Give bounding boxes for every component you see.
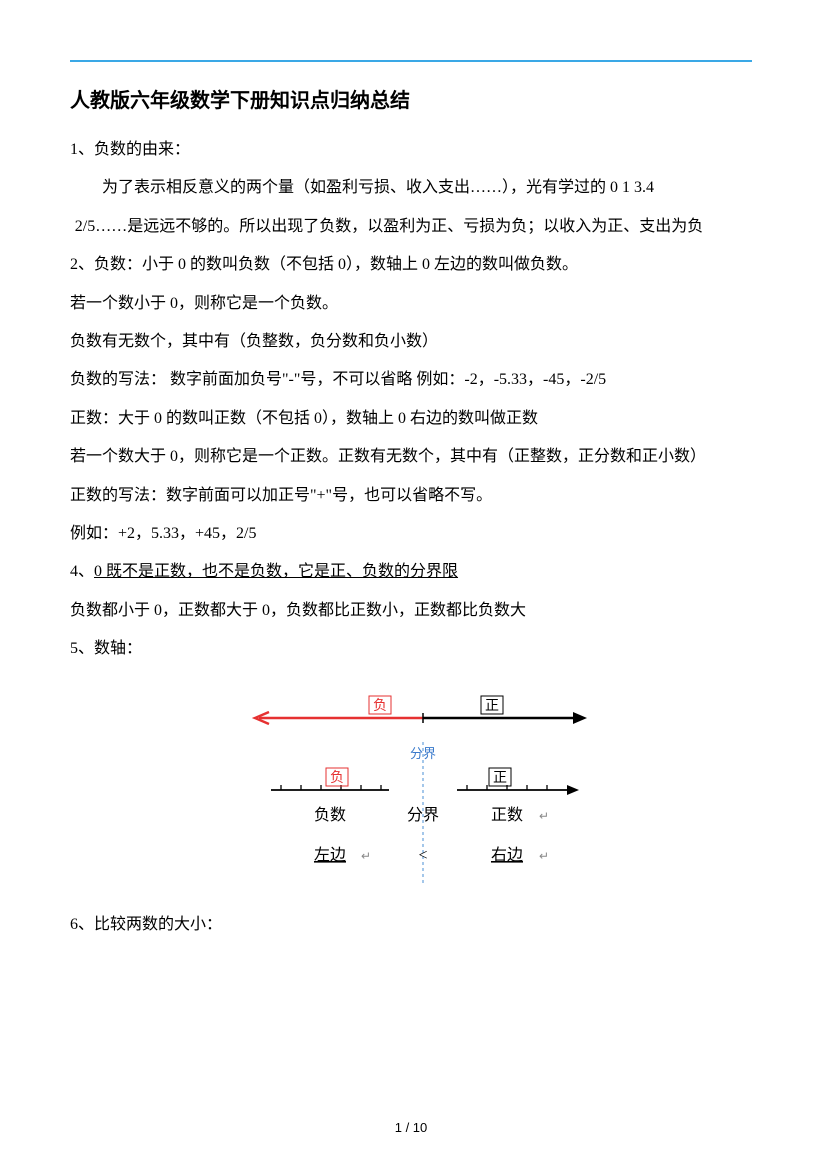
section-1-line1: 为了表示相反意义的两个量（如盈利亏损、收入支出……），光有学过的 0 1 3.4 xyxy=(70,169,752,207)
section-1-heading: 1、负数的由来： xyxy=(70,131,752,169)
section-2-line3: 负数有无数个，其中有（负整数，负分数和负小数） xyxy=(70,323,752,361)
section-2-line7: 正数的写法：数字前面可以加正号"+"号，也可以省略不写。 xyxy=(70,477,752,515)
svg-text:负: 负 xyxy=(330,770,344,786)
svg-text:↵: ↵ xyxy=(361,849,371,863)
svg-text:↵: ↵ xyxy=(539,849,549,863)
section-4-line1: 4、0 既不是正数，也不是负数，它是正、负数的分界限 xyxy=(70,553,752,591)
page-number: 1 / 10 xyxy=(0,1120,822,1135)
svg-text:负: 负 xyxy=(373,698,387,714)
svg-text:正: 正 xyxy=(485,699,499,714)
svg-text:负数: 负数 xyxy=(314,806,346,824)
header-rule xyxy=(70,60,752,62)
svg-text:<: < xyxy=(418,847,427,864)
section-1-line2: 2/5……是远远不够的。所以出现了负数，以盈利为正、亏损为负；以收入为正、支出为… xyxy=(70,208,752,246)
section-2-line5: 正数：大于 0 的数叫正数（不包括 0），数轴上 0 右边的数叫做正数 xyxy=(70,400,752,438)
svg-text:分界: 分界 xyxy=(410,746,436,761)
document-title: 人教版六年级数学下册知识点归纳总结 xyxy=(70,84,752,113)
section-4-line2: 负数都小于 0，正数都大于 0，负数都比正数小，正数都比负数大 xyxy=(70,592,752,630)
svg-text:正: 正 xyxy=(493,771,507,786)
svg-text:正数: 正数 xyxy=(491,806,523,824)
section-2-line4: 负数的写法： 数字前面加负号"-"号，不可以省略 例如：-2，-5.33，-45… xyxy=(70,361,752,399)
svg-text:右边: 右边 xyxy=(491,846,523,864)
section-2-line2: 若一个数小于 0，则称它是一个负数。 xyxy=(70,285,752,323)
section-4-prefix: 4、 xyxy=(70,563,94,580)
svg-text:左边: 左边 xyxy=(314,846,346,864)
section-6-heading: 6、比较两数的大小： xyxy=(70,906,752,944)
section-2-line8: 例如：+2，5.33，+45，2/5 xyxy=(70,515,752,553)
section-2-line1: 2、负数：小于 0 的数叫负数（不包括 0），数轴上 0 左边的数叫做负数。 xyxy=(70,246,752,284)
number-line-diagram: 负正分界负正负数分界正数↵左边↵<右边↵ xyxy=(231,680,591,888)
svg-text:↵: ↵ xyxy=(539,809,549,823)
section-5-heading: 5、数轴： xyxy=(70,630,752,668)
section-4-underlined: 0 既不是正数，也不是负数，它是正、负数的分界限 xyxy=(94,563,458,580)
svg-text:分界: 分界 xyxy=(407,806,439,824)
section-2-line6: 若一个数大于 0，则称它是一个正数。正数有无数个，其中有（正整数，正分数和正小数… xyxy=(70,438,752,476)
